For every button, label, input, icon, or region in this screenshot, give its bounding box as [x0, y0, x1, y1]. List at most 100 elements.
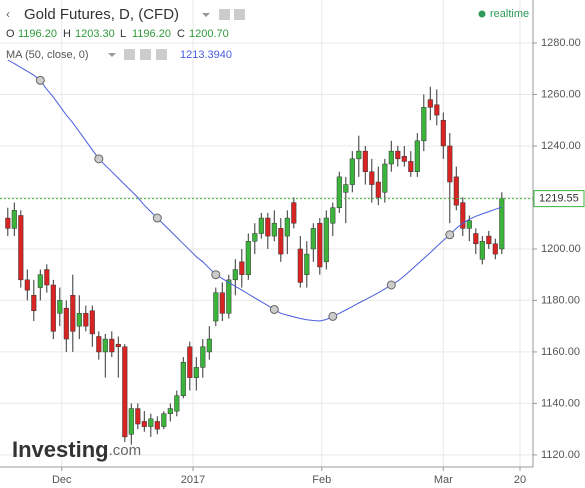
ma-marker: [445, 230, 455, 240]
candle-body: [336, 176, 342, 209]
candle-body: [18, 215, 24, 281]
realtime-label: realtime: [490, 8, 529, 20]
x-tick-label: Feb: [312, 474, 331, 486]
readout-value: 1196.20: [132, 28, 171, 40]
candle-body: [414, 140, 420, 172]
candle-body: [89, 310, 95, 335]
candle-body: [102, 338, 108, 353]
candle-body: [440, 119, 446, 147]
candle-body: [70, 295, 76, 332]
candle-body: [375, 181, 381, 198]
candle-body: [395, 150, 401, 160]
candle-body: [109, 338, 115, 353]
candle-body: [265, 217, 271, 237]
candle-body: [323, 217, 329, 263]
candle-body: [486, 235, 492, 245]
candle-body: [479, 240, 485, 260]
candle-body: [154, 421, 160, 430]
realtime-dot: [478, 10, 486, 18]
candle-body: [63, 307, 69, 340]
ma-name: MA (50, close, 0): [6, 49, 89, 61]
candle-body: [421, 107, 427, 142]
logo-suffix: .com: [109, 442, 142, 459]
candle-body: [388, 150, 394, 165]
dropdown-icon[interactable]: [202, 13, 210, 17]
candle-body: [245, 240, 251, 275]
candle-body: [401, 156, 407, 162]
y-tick-label: 1200.00: [541, 243, 581, 255]
close-icon[interactable]: [156, 49, 167, 60]
readout-value: 1196.20: [18, 28, 57, 40]
chart-title: Gold Futures, D, (CFD): [24, 6, 179, 23]
candle-body: [310, 228, 316, 250]
candle-body: [278, 228, 284, 255]
y-tick-label: 1180.00: [541, 294, 580, 306]
visibility-icon[interactable]: [124, 49, 135, 60]
candle-body: [31, 295, 37, 311]
candle-body: [83, 313, 89, 327]
candle-body: [187, 346, 193, 378]
readout-name: H: [63, 28, 71, 40]
y-tick-label: 1140.00: [541, 397, 580, 409]
settings-icon[interactable]: [219, 9, 230, 20]
candle-body: [362, 150, 368, 172]
grid: [0, 0, 533, 467]
settings-icon[interactable]: [140, 49, 151, 60]
readout-value: 1200.70: [189, 28, 229, 40]
candle-body: [115, 343, 121, 348]
candle-body: [193, 367, 199, 378]
candle-body: [297, 248, 303, 283]
candle-body: [11, 210, 17, 229]
candle-body: [135, 408, 141, 425]
candle-body: [271, 222, 277, 237]
collapse-icon[interactable]: ‹: [6, 7, 10, 21]
candle-body: [284, 217, 290, 237]
candle-body: [343, 184, 349, 193]
y-tick-label: 1280.00: [541, 37, 581, 49]
candle-body: [180, 361, 186, 396]
candle-body: [5, 217, 11, 229]
candle-body: [349, 158, 355, 185]
candle-body: [24, 279, 30, 291]
candle-body: [382, 163, 388, 193]
x-tick-label: 20: [514, 474, 526, 486]
candle-body: [167, 408, 173, 414]
y-tick-label: 1160.00: [541, 346, 580, 358]
candle-body: [317, 222, 323, 268]
candle-body: [473, 233, 479, 245]
plot: [0, 59, 533, 445]
candle-body: [369, 171, 375, 185]
candle-body: [200, 346, 206, 368]
dropdown-icon[interactable]: [108, 53, 116, 57]
candle-body: [44, 269, 50, 286]
candle-body: [252, 233, 258, 242]
ma-marker: [152, 213, 162, 223]
candle-body: [427, 99, 433, 108]
candle-body: [226, 279, 232, 314]
candle-body: [239, 261, 245, 275]
candle-body: [232, 269, 238, 281]
candle-body: [330, 207, 336, 224]
ma-marker: [35, 75, 45, 85]
candle-body: [96, 336, 102, 353]
candle-body: [492, 243, 498, 255]
y-tick-label: 1260.00: [541, 88, 581, 100]
logo: Investing.com: [12, 437, 141, 462]
logo-main: Investing: [12, 437, 109, 462]
ohlc-readout: O 1196.20 H 1203.30 L 1196.20 C 1200.70: [6, 28, 229, 40]
candle-body: [499, 198, 505, 250]
candle-body: [76, 313, 82, 327]
ma-marker: [94, 154, 104, 164]
candle-body: [460, 202, 466, 229]
candle-body: [453, 176, 459, 206]
candle-body: [128, 408, 134, 435]
ma-marker: [386, 280, 396, 290]
ma-marker: [269, 304, 279, 314]
candle-body: [258, 217, 264, 234]
readout-name: O: [6, 28, 15, 40]
readout-name: C: [177, 28, 185, 40]
close-icon[interactable]: [234, 9, 245, 20]
candle-body: [291, 202, 297, 224]
